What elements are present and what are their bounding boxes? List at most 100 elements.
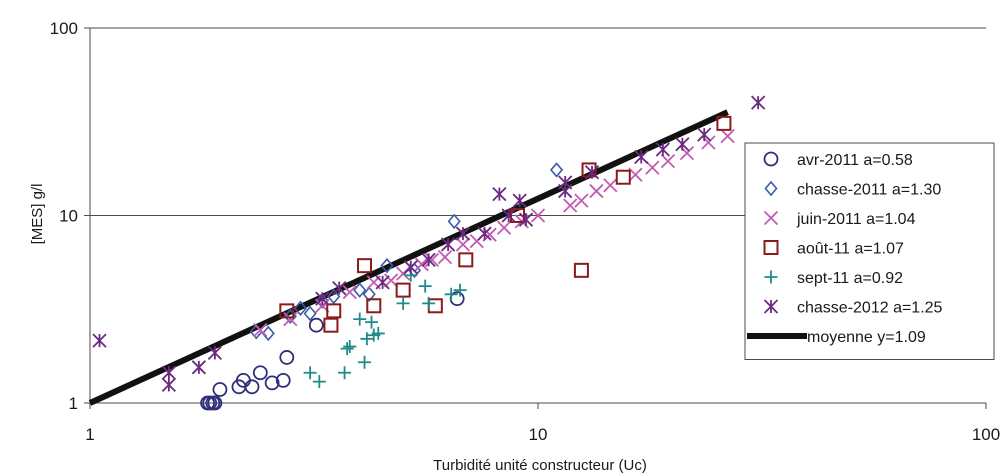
y-tick-label: 1: [69, 394, 78, 413]
data-point: [358, 355, 372, 369]
series-0: [200, 291, 465, 411]
legend-item: sept-11 a=0.92: [764, 270, 903, 287]
x-tick-label: 1: [85, 425, 94, 444]
data-point: [655, 142, 671, 157]
data-point: [326, 303, 342, 319]
data-point: [312, 375, 326, 389]
series-5: [92, 95, 766, 392]
data-point: [315, 291, 330, 306]
data-point: [343, 340, 357, 354]
data-point: [380, 257, 394, 274]
data-point: [362, 286, 376, 303]
data-point: [375, 275, 390, 290]
data-points: [92, 95, 766, 411]
legend-box: [744, 142, 995, 360]
legend-marker: [763, 299, 779, 314]
data-point: [275, 372, 291, 388]
data-point: [261, 325, 275, 342]
data-point: [530, 208, 546, 223]
legend-item: chasse-2011 a=1.30: [764, 180, 941, 199]
data-point: [279, 350, 295, 365]
reference-line-layer: [88, 109, 729, 406]
data-point: [628, 167, 643, 182]
x-tick-label: 10: [529, 425, 548, 444]
data-point: [512, 193, 527, 208]
data-point: [315, 293, 329, 309]
x-tick-label: 100: [972, 425, 1000, 444]
data-point: [357, 258, 373, 274]
data-point: [366, 298, 382, 314]
y-axis-label: [MES] g/l: [29, 184, 46, 245]
legend-marker: [763, 151, 779, 167]
axes: [84, 27, 987, 409]
data-point: [496, 220, 512, 235]
data-point: [418, 279, 432, 293]
data-point: [365, 315, 379, 329]
data-point: [455, 226, 471, 241]
series-2: [253, 129, 735, 338]
data-point: [395, 282, 411, 298]
data-point: [518, 212, 534, 227]
series-3: [279, 115, 732, 333]
legend-item: moyenne y=1.09: [747, 329, 926, 346]
data-point: [574, 193, 589, 208]
data-point: [161, 365, 177, 380]
data-point: [645, 160, 660, 175]
data-point: [589, 183, 604, 199]
data-point: [264, 375, 280, 391]
data-point: [447, 213, 461, 230]
data-point: [340, 342, 354, 356]
legend-label: avr-2011 a=0.58: [797, 152, 913, 169]
data-point: [615, 169, 631, 185]
legend-item: avr-2011 a=0.58: [763, 151, 913, 169]
data-point: [303, 366, 317, 380]
x-axis-label: Turbidité unité constructeur (Uc): [433, 457, 647, 474]
data-point: [660, 153, 676, 169]
legend-marker: [763, 210, 779, 226]
data-point: [675, 137, 690, 152]
legend-item: juin-2011 a=1.04: [763, 210, 916, 228]
reference-line: [88, 109, 729, 406]
data-point: [716, 115, 732, 131]
data-point: [323, 317, 339, 333]
data-point: [549, 162, 564, 178]
data-point: [253, 322, 268, 338]
legend-label: août-11 a=1.07: [797, 241, 904, 258]
data-point: [383, 273, 399, 288]
data-point: [437, 249, 453, 265]
legend: avr-2011 a=0.58 chasse-2011 a=1.30 juin-20…: [744, 142, 995, 360]
data-point: [584, 165, 600, 180]
data-point: [458, 252, 474, 268]
legend-marker: [763, 240, 779, 255]
legend-label: chasse-2011 a=1.30: [797, 182, 941, 199]
data-point: [353, 312, 367, 326]
y-tick-label: 10: [59, 207, 78, 226]
data-point: [558, 175, 573, 190]
legend-marker: [764, 180, 778, 197]
data-point: [422, 296, 436, 310]
legend-label: chasse-2012 a=1.25: [797, 300, 943, 317]
data-point: [360, 332, 374, 346]
data-point: [414, 257, 429, 272]
data-point: [252, 365, 268, 381]
data-point: [396, 296, 410, 310]
data-point: [421, 252, 436, 267]
data-point: [697, 127, 712, 142]
legend-item: chasse-2012 a=1.25: [763, 299, 943, 317]
y-tick-label: 100: [50, 19, 78, 38]
data-point: [501, 208, 516, 223]
data-point: [424, 252, 440, 267]
data-point: [207, 345, 223, 361]
data-point: [332, 280, 347, 296]
series-1: [249, 162, 564, 342]
data-point: [603, 178, 618, 193]
data-point: [510, 208, 526, 223]
data-point: [492, 186, 507, 202]
data-point: [455, 237, 471, 252]
data-point: [453, 283, 467, 297]
data-point: [477, 226, 492, 241]
data-point: [161, 377, 177, 392]
data-point: [212, 382, 228, 397]
data-point: [279, 303, 295, 319]
